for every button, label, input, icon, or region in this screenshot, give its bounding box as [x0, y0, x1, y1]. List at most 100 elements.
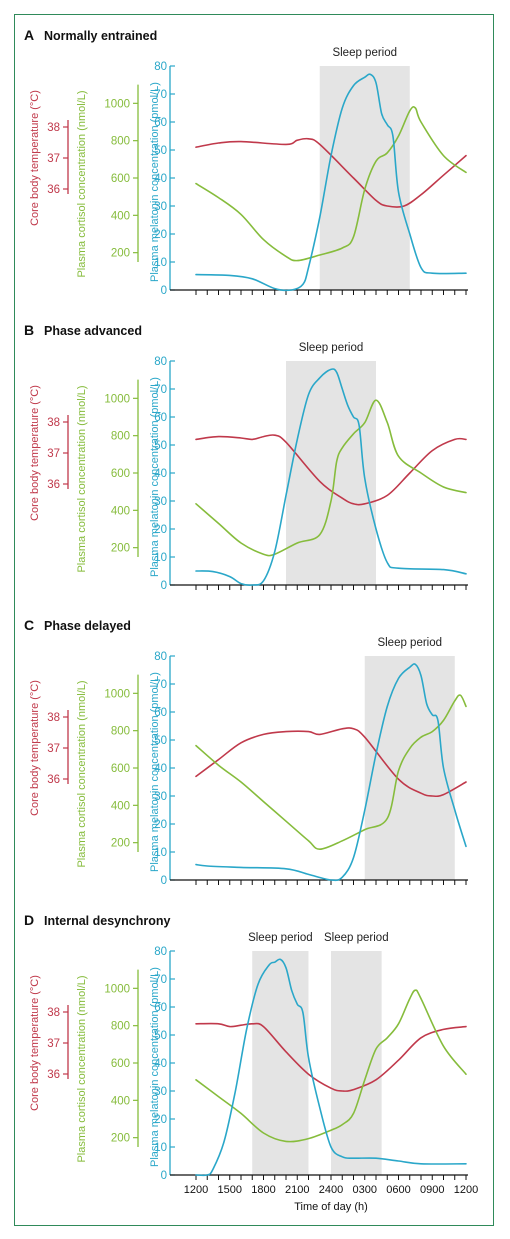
melatonin-tick-label: 50 — [154, 735, 167, 747]
temperature-axis-label: Core body temperature (°C) — [29, 385, 41, 521]
cortisol-line — [195, 106, 467, 262]
melatonin-tick-label: 70 — [154, 974, 167, 986]
melatonin-line — [195, 663, 467, 882]
melatonin-tick-label: 80 — [154, 946, 167, 958]
melatonin-tick-label: 80 — [154, 651, 167, 663]
sleep-period-band — [252, 951, 309, 1175]
temperature-tick-label: 38 — [47, 1007, 60, 1019]
cortisol-tick-label: 200 — [111, 248, 130, 260]
cortisol-axis-label: Plasma cortisol concentration (nmol/L) — [76, 90, 88, 277]
temperature-line — [195, 137, 467, 208]
temperature-tick-label: 38 — [47, 122, 60, 134]
panel-title: Phase delayed — [44, 619, 131, 633]
cortisol-tick-label: 800 — [111, 726, 130, 738]
sleep-period-label: Sleep period — [332, 47, 397, 59]
temperature-tick-label: 38 — [47, 712, 60, 724]
cortisol-axis-label: Plasma cortisol concentration (nmol/L) — [76, 680, 88, 867]
x-tick-label: 2400 — [319, 1184, 343, 1196]
cortisol-axis-label: Plasma cortisol concentration (nmol/L) — [76, 975, 88, 1162]
temperature-tick-label: 36 — [47, 184, 60, 196]
x-tick-label: 2100 — [285, 1184, 309, 1196]
melatonin-tick-label: 30 — [154, 791, 167, 803]
melatonin-tick-label: 20 — [154, 524, 167, 536]
sleep-period-band — [319, 66, 410, 290]
temperature-axis-label: Core body temperature (°C) — [29, 680, 41, 816]
cortisol-tick-label: 1000 — [104, 983, 130, 995]
melatonin-tick-label: 60 — [154, 117, 167, 129]
temperature-tick-label: 36 — [47, 1069, 60, 1081]
panel-title: Internal desynchrony — [44, 914, 170, 928]
cortisol-tick-label: 600 — [111, 763, 130, 775]
sleep-period-label: Sleep period — [377, 637, 442, 649]
melatonin-line — [195, 73, 467, 292]
temperature-axis-label: Core body temperature (°C) — [29, 975, 41, 1111]
temperature-line — [195, 727, 467, 798]
melatonin-tick-label: 40 — [154, 1058, 167, 1070]
melatonin-tick-label: 70 — [154, 679, 167, 691]
x-tick-label: 0600 — [386, 1184, 410, 1196]
temperature-tick-label: 36 — [47, 479, 60, 491]
cortisol-tick-label: 800 — [111, 136, 130, 148]
melatonin-tick-label: 40 — [154, 173, 167, 185]
melatonin-tick-label: 30 — [154, 1086, 167, 1098]
panel-letter: D — [24, 912, 34, 928]
cortisol-tick-label: 1000 — [104, 98, 130, 110]
sleep-period-band — [286, 361, 376, 585]
temperature-tick-label: 37 — [47, 1038, 60, 1050]
melatonin-tick-label: 0 — [161, 580, 167, 592]
cortisol-axis-label: Plasma cortisol concentration (nmol/L) — [76, 385, 88, 572]
cortisol-tick-label: 800 — [111, 431, 130, 443]
sleep-period-band — [364, 656, 455, 880]
melatonin-tick-label: 10 — [154, 257, 167, 269]
melatonin-tick-label: 10 — [154, 1142, 167, 1154]
x-tick-label: 0900 — [420, 1184, 444, 1196]
melatonin-tick-label: 20 — [154, 229, 167, 241]
cortisol-tick-label: 400 — [111, 505, 130, 517]
melatonin-axis-label: Plasma melatonin concentration (pmol/L) — [149, 672, 161, 872]
melatonin-tick-label: 60 — [154, 412, 167, 424]
cortisol-line — [195, 399, 467, 557]
sleep-period-band — [331, 951, 382, 1175]
melatonin-tick-label: 30 — [154, 201, 167, 213]
cortisol-tick-label: 200 — [111, 1133, 130, 1145]
x-tick-label: 1500 — [218, 1184, 242, 1196]
panel-title: Normally entrained — [44, 29, 157, 43]
panel-letter: C — [24, 617, 34, 633]
cortisol-tick-label: 200 — [111, 543, 130, 555]
cortisol-line — [195, 694, 467, 850]
melatonin-tick-label: 0 — [161, 875, 167, 887]
cortisol-tick-label: 600 — [111, 173, 130, 185]
sleep-period-label: Sleep period — [299, 342, 364, 354]
cortisol-tick-label: 600 — [111, 468, 130, 480]
temperature-tick-label: 37 — [47, 743, 60, 755]
melatonin-axis-label: Plasma melatonin concentration (pmol/L) — [149, 377, 161, 577]
temperature-line — [195, 1022, 467, 1092]
melatonin-line — [195, 958, 467, 1177]
cortisol-tick-label: 800 — [111, 1021, 130, 1033]
melatonin-tick-label: 40 — [154, 763, 167, 775]
sleep-period-label: Sleep period — [248, 932, 313, 944]
panel-letter: B — [24, 322, 34, 338]
sleep-period-label: Sleep period — [324, 932, 389, 944]
cortisol-tick-label: 200 — [111, 838, 130, 850]
cortisol-tick-label: 1000 — [104, 393, 130, 405]
temperature-tick-label: 37 — [47, 448, 60, 460]
temperature-tick-label: 36 — [47, 774, 60, 786]
cortisol-line — [195, 989, 467, 1143]
melatonin-tick-label: 80 — [154, 61, 167, 73]
melatonin-tick-label: 0 — [161, 285, 167, 297]
melatonin-tick-label: 10 — [154, 847, 167, 859]
melatonin-tick-label: 70 — [154, 384, 167, 396]
figure-frame — [14, 14, 494, 1226]
melatonin-tick-label: 40 — [154, 468, 167, 480]
cortisol-tick-label: 600 — [111, 1058, 130, 1070]
temperature-axis-label: Core body temperature (°C) — [29, 90, 41, 226]
cortisol-tick-label: 400 — [111, 1095, 130, 1107]
temperature-tick-label: 37 — [47, 153, 60, 165]
x-tick-label: 0300 — [353, 1184, 377, 1196]
x-tick-label: 1800 — [251, 1184, 275, 1196]
panel-title: Phase advanced — [44, 324, 142, 338]
melatonin-axis-label: Plasma melatonin concentration (pmol/L) — [149, 967, 161, 1167]
x-tick-label: 1200 — [454, 1184, 478, 1196]
